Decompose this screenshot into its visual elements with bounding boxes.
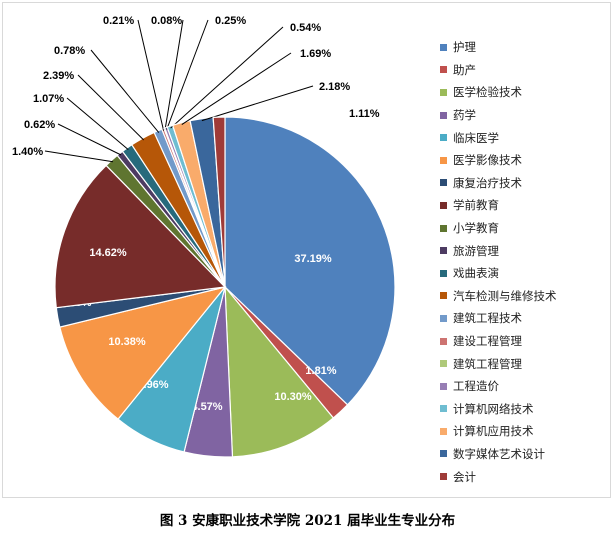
legend-swatch bbox=[440, 43, 447, 51]
pie-slice-3 bbox=[224, 285, 335, 458]
legend-swatch bbox=[440, 405, 447, 413]
legend-swatch bbox=[440, 201, 447, 209]
legend-swatch bbox=[440, 473, 447, 481]
slice-value-label: 0.21% bbox=[103, 15, 134, 27]
legend-label: 计算机网络技术 bbox=[453, 401, 534, 416]
legend-swatch bbox=[440, 224, 447, 232]
legend-item: 康复治疗技术 bbox=[440, 172, 610, 195]
slice-value-label: 1.07% bbox=[33, 93, 64, 105]
leader-line bbox=[57, 123, 122, 156]
leader-line bbox=[44, 150, 114, 163]
leader-line bbox=[181, 52, 292, 126]
legend-label: 汽车检测与维修技术 bbox=[453, 288, 557, 303]
legend-item: 助产 bbox=[440, 59, 610, 82]
legend-item: 工程造价 bbox=[440, 375, 610, 398]
leader-line bbox=[66, 97, 129, 150]
legend-swatch bbox=[440, 427, 447, 435]
slice-value-label: 0.25% bbox=[215, 15, 246, 27]
legend-label: 医学检验技术 bbox=[453, 85, 522, 100]
legend-item: 临床医学 bbox=[440, 126, 610, 149]
slice-value-label: 2.39% bbox=[43, 70, 74, 82]
legend-item: 数字媒体艺术设计 bbox=[440, 443, 610, 466]
legend-swatch bbox=[440, 88, 447, 96]
legend-swatch bbox=[440, 292, 447, 300]
legend-label: 计算机应用技术 bbox=[453, 424, 534, 439]
legend-item: 会计 bbox=[440, 465, 610, 488]
legend-item: 建筑工程技术 bbox=[440, 307, 610, 330]
slice-value-label: 14.62% bbox=[89, 247, 127, 259]
leader-line bbox=[170, 26, 284, 129]
slice-value-label: 1.69% bbox=[300, 48, 331, 60]
slice-value-label: 10.38% bbox=[108, 336, 146, 348]
legend-item: 小学教育 bbox=[440, 217, 610, 240]
legend-label: 建筑工程技术 bbox=[453, 311, 522, 326]
legend-label: 会计 bbox=[453, 469, 476, 484]
legend-label: 药学 bbox=[453, 108, 476, 123]
legend-item: 建设工程管理 bbox=[440, 330, 610, 353]
leader-line bbox=[137, 19, 165, 131]
legend-label: 建设工程管理 bbox=[453, 334, 522, 349]
legend-swatch bbox=[440, 247, 447, 255]
legend-label: 数字媒体艺术设计 bbox=[453, 446, 545, 461]
legend-label: 小学教育 bbox=[453, 221, 499, 236]
pie-slice-20 bbox=[212, 116, 226, 288]
legend-item: 医学影像技术 bbox=[440, 149, 610, 172]
leader-line bbox=[77, 74, 145, 141]
legend-label: 学前教育 bbox=[453, 198, 499, 213]
slice-value-label: 1.40% bbox=[12, 146, 43, 158]
legend-item: 计算机网络技术 bbox=[440, 398, 610, 421]
legend-item: 计算机应用技术 bbox=[440, 420, 610, 443]
legend-item: 学前教育 bbox=[440, 194, 610, 217]
legend-swatch bbox=[440, 314, 447, 322]
legend-label: 护理 bbox=[453, 40, 476, 55]
slice-value-label: 1.81% bbox=[305, 365, 336, 377]
figure-caption: 图 3 安康职业技术学院 2021 届毕业生专业分布 bbox=[159, 513, 456, 529]
legend-swatch bbox=[440, 156, 447, 164]
slice-value-label: 37.19% bbox=[294, 253, 332, 265]
legend-label: 旅游管理 bbox=[453, 243, 499, 258]
legend-swatch bbox=[440, 66, 447, 74]
chart-frame: 37.19%1.81%10.30%4.57%6.96%10.38%1.85%14… bbox=[2, 2, 611, 498]
legend-swatch bbox=[440, 360, 447, 368]
leader-line bbox=[164, 19, 184, 131]
slice-value-label: 10.30% bbox=[274, 391, 312, 403]
pie-slice-1 bbox=[224, 116, 396, 406]
legend-label: 助产 bbox=[453, 62, 476, 77]
legend-label: 医学影像技术 bbox=[453, 153, 522, 168]
legend-label: 康复治疗技术 bbox=[453, 175, 522, 190]
legend-label: 临床医学 bbox=[453, 130, 499, 145]
slice-value-label: 0.08% bbox=[151, 15, 182, 27]
legend-swatch bbox=[440, 111, 447, 119]
legend-item: 建筑工程管理 bbox=[440, 352, 610, 375]
legend-item: 旅游管理 bbox=[440, 239, 610, 262]
slice-value-label: 1.11% bbox=[349, 108, 380, 120]
slice-value-label: 0.78% bbox=[54, 45, 85, 57]
legend-item: 汽车检测与维修技术 bbox=[440, 285, 610, 308]
legend-item: 护理 bbox=[440, 36, 610, 59]
leader-line bbox=[201, 85, 314, 122]
legend-swatch bbox=[440, 269, 447, 277]
legend-item: 戏曲表演 bbox=[440, 262, 610, 285]
leader-line bbox=[166, 19, 209, 130]
legend-label: 建筑工程管理 bbox=[453, 356, 522, 371]
legend-swatch bbox=[440, 134, 447, 142]
legend-item: 药学 bbox=[440, 104, 610, 127]
slice-value-label: 2.18% bbox=[319, 81, 350, 93]
legend-swatch bbox=[440, 382, 447, 390]
slice-value-label: 0.62% bbox=[24, 119, 55, 131]
leader-line bbox=[90, 49, 160, 133]
slice-value-label: 0.54% bbox=[290, 22, 321, 34]
pie-chart: 37.19%1.81%10.30%4.57%6.96%10.38%1.85%14… bbox=[12, 15, 396, 458]
pie-slice-8 bbox=[54, 164, 227, 309]
pie-slice-6 bbox=[59, 285, 227, 420]
legend: 护理助产医学检验技术 药学临床医学医学影像技术 康复治疗技术 学前教育小学教育旅游管理… bbox=[440, 36, 610, 488]
slice-value-label: 4.57% bbox=[191, 401, 222, 413]
legend-label: 工程造价 bbox=[453, 379, 499, 394]
legend-swatch bbox=[440, 337, 447, 345]
legend-item: 医学检验技术 bbox=[440, 81, 610, 104]
legend-swatch bbox=[440, 450, 447, 458]
legend-label: 戏曲表演 bbox=[453, 266, 499, 281]
legend-swatch bbox=[440, 179, 447, 187]
